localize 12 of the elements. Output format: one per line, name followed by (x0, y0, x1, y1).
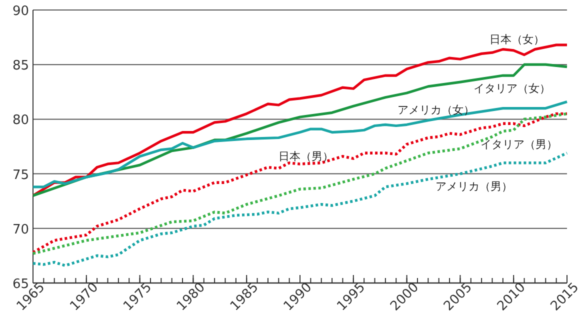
y-tick-label: 75 (12, 168, 29, 183)
series-label: アメリカ（男） (436, 180, 513, 194)
y-tick-label: 80 (12, 113, 29, 128)
y-tick-label: 70 (12, 222, 29, 238)
y-tick-label: 90 (12, 4, 29, 19)
y-tick-label: 85 (12, 58, 29, 74)
series-label: 日本（男） (278, 150, 334, 164)
series-label: イタリア（男） (480, 138, 558, 151)
series-label: アメリカ（女） (398, 104, 475, 117)
line-series (32, 152, 568, 267)
series-label: 日本（女） (489, 32, 544, 46)
series-label: イタリア（女） (474, 82, 550, 95)
